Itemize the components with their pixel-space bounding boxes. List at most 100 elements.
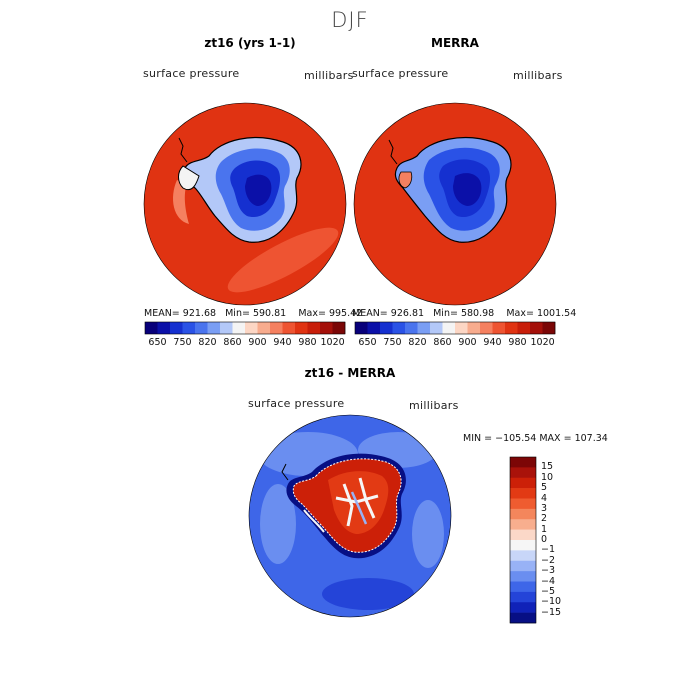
panel-1-title: zt16 (yrs 1-1): [204, 36, 296, 50]
diff-variable-label: surface pressure: [248, 397, 345, 410]
panel-1-colorbar-tick-label: 860: [223, 337, 242, 348]
panel-1-colorbar-tick-label: 940: [273, 337, 292, 348]
diff-legend-cell: [510, 560, 536, 572]
panel-1-colorbar-cell: [220, 322, 233, 334]
diff-max: 107.34: [574, 433, 608, 444]
panel-2-colorbar-cell: [442, 322, 456, 334]
panel-1-colorbar-cell: [295, 322, 308, 334]
panel-2-colorbar-cell: [392, 322, 406, 334]
diff-legend-cell: [510, 477, 536, 489]
diff-legend-cell: [510, 457, 536, 468]
panel-1-colorbar-cell: [207, 322, 221, 334]
diff-legend-cell: [510, 467, 536, 479]
diff-legend-tick-label: 2: [541, 513, 548, 525]
panel-1-colorbar-cell: [182, 322, 196, 334]
panel-2-colorbar-cell: [355, 322, 368, 334]
panel-2-stats: MEAN= 926.81 Min= 580.98 Max= 1001.54: [352, 308, 577, 319]
diff-legend-cell: [510, 540, 536, 551]
panel-1-colorbar-tick-label: 1020: [320, 337, 345, 348]
panel-1-colorbar-tick-label: 820: [198, 337, 217, 348]
diff-legend-cell: [510, 488, 536, 499]
panel-1-colorbar-cell: [257, 322, 271, 334]
panel-2-colorbar-cell: [417, 322, 431, 334]
panel-2-colorbar-cell: [505, 322, 518, 334]
diff-legend-colorbar: [509, 456, 537, 624]
panel-2-colorbar-tick-label: 1020: [530, 337, 555, 348]
diff-legend-cell: [510, 571, 536, 582]
panel-1-colorbar-cell: [245, 322, 258, 334]
panel-1-colorbar-cell: [282, 322, 296, 334]
diff-legend-tick-label: −2: [541, 554, 556, 566]
panel-1-colorbar-cell: [195, 322, 208, 334]
panel-1-max: 995.42: [328, 308, 363, 319]
diff-legend-tick-label: 0: [541, 534, 548, 545]
panel-1-colorbar-tick-label: 750: [173, 337, 192, 348]
diff-legend-cell: [510, 498, 536, 510]
panel-2-colorbar-cell: [480, 322, 493, 334]
panel-1-colorbar-cell: [170, 322, 183, 334]
diff-legend-tick-label: −5: [541, 585, 556, 597]
panel-1-peninsula-shade: [173, 180, 189, 224]
diff-legend-cell: [510, 602, 536, 613]
panel-2-colorbar-tick-label: 860: [433, 337, 452, 348]
diff-map: [248, 414, 452, 618]
panel-1-units-label: millibars: [304, 69, 354, 82]
panel-1-mean: 921.68: [182, 308, 217, 319]
diff-legend-cell: [510, 581, 536, 593]
panel-2-colorbar-tick-label: 650: [358, 337, 377, 348]
diff-legend-tick-label: −15: [541, 606, 562, 618]
diff-legend-cell: [510, 508, 536, 520]
diff-title: zt16 - MERRA: [304, 366, 396, 380]
panel-2-colorbar-cell: [455, 322, 468, 334]
panel-1-stats: MEAN= 921.68 Min= 590.81 Max= 995.42: [144, 308, 363, 319]
diff-units-label: millibars: [409, 399, 459, 412]
panel-2-min: 580.98: [460, 308, 495, 319]
panel-2-colorbar-cell: [405, 322, 418, 334]
panel-2-colorbar-cell: [517, 322, 531, 334]
panel-1-colorbar-cell: [232, 322, 246, 334]
panel-2-colorbar-cell: [380, 322, 393, 334]
diff-legend-tick-label: −3: [541, 565, 556, 577]
panel-2-colorbar: [354, 321, 556, 335]
panel-2-variable-label: surface pressure: [352, 67, 449, 80]
panel-2-colorbar-tick-label: 900: [458, 337, 477, 348]
panel-1-colorbar-cell: [270, 322, 283, 334]
panel-2-units-label: millibars: [513, 69, 563, 82]
panel-2-colorbar-cell: [542, 322, 556, 334]
diff-legend-tick-label: −1: [541, 544, 556, 556]
panel-1-colorbar-tick-label: 980: [298, 337, 317, 348]
diff-legend-tick-label: 1: [541, 523, 548, 535]
panel-2-colorbar-cell: [467, 322, 481, 334]
panel-2-mean: 926.81: [390, 308, 425, 319]
panel-2-colorbar-cell: [367, 322, 381, 334]
panel-1-colorbar-cell: [157, 322, 171, 334]
panel-2-title: MERRA: [431, 36, 479, 50]
panel-2-colorbar-ticks: 650 750 820 860 900 940 980 1020: [355, 337, 555, 349]
diff-legend-cell: [510, 529, 536, 541]
diff-legend-cell: [510, 591, 536, 603]
diff-legend-cell: [510, 550, 536, 562]
diff-legend-tick-label: 15: [541, 461, 554, 473]
panel-2-colorbar-cell: [530, 322, 543, 334]
panel-1-min: 590.81: [252, 308, 287, 319]
panel-1-colorbar-cell: [145, 322, 158, 334]
panel-1-colorbar-cell: [307, 322, 321, 334]
panel-2-colorbar-tick-label: 980: [508, 337, 527, 348]
panel-2-colorbar-cell: [430, 322, 443, 334]
panel-1-ocean-band: [227, 227, 339, 293]
diff-legend-tick-label: 10: [541, 471, 554, 483]
diff-legend-cell: [510, 519, 536, 530]
diff-min: −105.54: [495, 433, 537, 444]
panel-1-colorbar-tick-label: 900: [248, 337, 267, 348]
diff-min-max: MIN = −105.54 MAX = 107.34: [463, 433, 608, 444]
diff-legend-tick-label: 3: [541, 502, 548, 514]
panel-1-map: [143, 102, 347, 306]
season-title: DJF: [331, 8, 369, 32]
panel-2-colorbar-tick-label: 820: [408, 337, 427, 348]
panel-1-colorbar-cell: [332, 322, 346, 334]
panel-2-colorbar-tick-label: 940: [483, 337, 502, 348]
panel-1-colorbar: [144, 321, 346, 335]
panel-1-colorbar-cell: [320, 322, 333, 334]
panel-1-colorbar-tick-label: 650: [148, 337, 167, 348]
diff-legend-ticks: 15 10 5 4 3 2 1 0 −1 −2 −3 −4 −5 −10 −15: [541, 457, 581, 623]
